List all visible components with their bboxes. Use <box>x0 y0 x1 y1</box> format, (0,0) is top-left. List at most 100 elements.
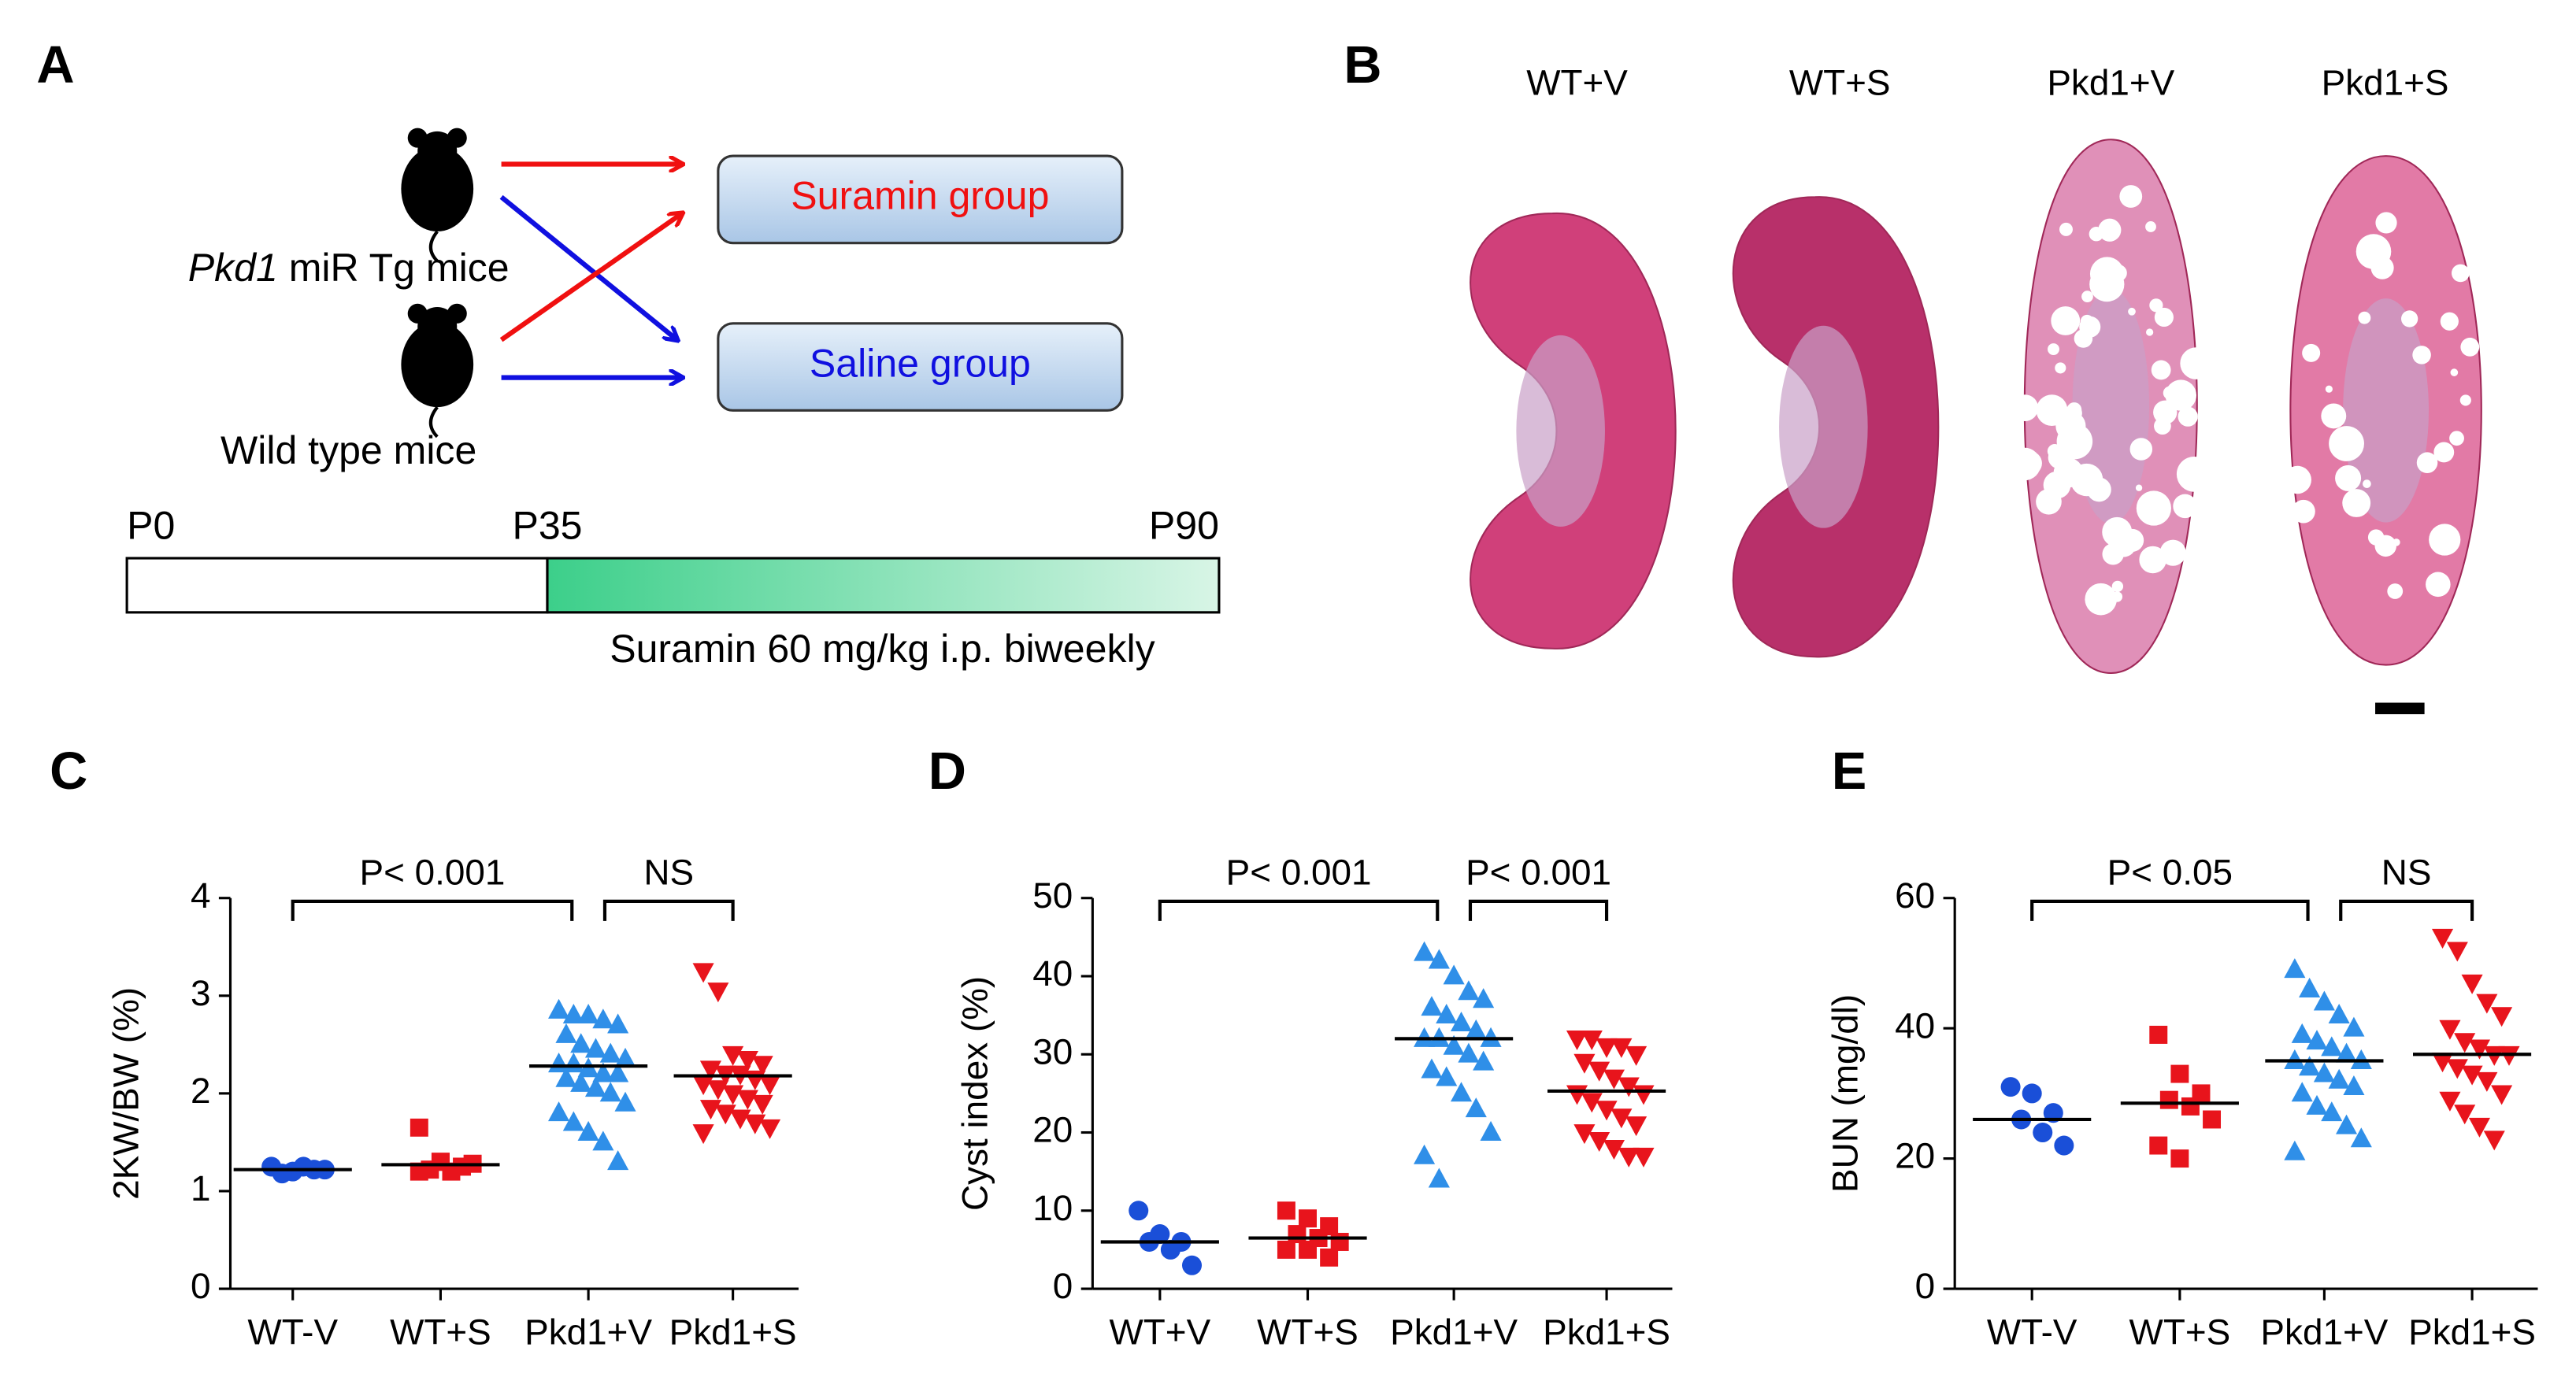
data-point <box>1443 964 1465 985</box>
cyst <box>2085 583 2117 616</box>
cyst <box>2449 431 2464 446</box>
data-point <box>577 1120 599 1141</box>
data-point <box>1473 1050 1495 1071</box>
cyst <box>2302 343 2321 362</box>
data-point <box>2299 1056 2321 1076</box>
data-point <box>584 1077 607 1097</box>
cyst <box>2074 329 2093 348</box>
cyst <box>2433 442 2455 463</box>
data-point <box>2461 1065 2483 1086</box>
data-point <box>562 1004 584 1024</box>
data-point <box>707 982 729 1003</box>
data-point <box>2299 977 2321 997</box>
significance-label: NS <box>2381 852 2432 893</box>
data-point <box>2491 1085 2513 1105</box>
mouse-label: Wild type mice <box>221 428 476 472</box>
y-tick-label: 40 <box>1895 1005 1935 1045</box>
timeline-bar <box>125 557 549 614</box>
data-point <box>2313 1062 2335 1082</box>
data-point <box>2350 1127 2372 1148</box>
significance-label: P< 0.001 <box>360 852 506 893</box>
data-point <box>592 1131 614 1151</box>
data-point <box>1625 1045 1648 1066</box>
data-point <box>1436 1066 1458 1086</box>
cyst <box>2460 337 2480 357</box>
data-point <box>555 1023 577 1043</box>
data-point <box>2483 1131 2505 1151</box>
y-tick-label: 0 <box>191 1265 211 1306</box>
cyst <box>2080 314 2094 328</box>
cyst <box>2321 403 2347 429</box>
timepoint: P90 <box>1149 504 1219 548</box>
data-point <box>1320 1248 1339 1267</box>
data-point <box>692 963 714 983</box>
y-tick-label: 30 <box>1032 1031 1073 1071</box>
y-tick-label: 50 <box>1032 875 1073 916</box>
data-point <box>1421 996 1443 1016</box>
cyst <box>2387 583 2404 599</box>
data-point <box>1618 1077 1640 1097</box>
data-point <box>607 1013 629 1034</box>
column-label: Pkd1+S <box>2322 62 2449 103</box>
data-point <box>592 1008 614 1029</box>
data-point <box>1633 1085 1655 1105</box>
cyst <box>2440 312 2459 331</box>
significance-bracket <box>1158 899 1440 921</box>
cyst <box>2089 257 2125 291</box>
data-point <box>758 1075 781 1096</box>
data-point <box>1473 988 1495 1008</box>
data-point <box>2454 1105 2476 1125</box>
cyst <box>2135 484 2143 491</box>
kidney-images <box>1470 139 2482 675</box>
column-label: Pkd1+V <box>2047 62 2174 103</box>
data-point <box>1330 1233 1349 1251</box>
data-point <box>2431 928 2454 949</box>
data-point <box>1588 1061 1610 1082</box>
data-point <box>1181 1255 1203 1275</box>
data-point <box>2461 974 2483 994</box>
cyst <box>2154 307 2174 327</box>
data-point <box>1465 1097 1487 1118</box>
cyst <box>2149 298 2163 313</box>
cyst <box>2283 465 2311 494</box>
data-point <box>1277 1240 1295 1259</box>
data-point <box>2328 1004 2350 1024</box>
cyst <box>2145 221 2156 232</box>
data-point <box>1160 1239 1181 1260</box>
data-point <box>410 1118 428 1137</box>
cyst <box>2335 464 2362 491</box>
data-point <box>614 1091 636 1112</box>
cyst <box>2451 264 2470 283</box>
y-tick-label: 3 <box>191 972 211 1013</box>
cyst <box>2159 539 2186 566</box>
cyst <box>2111 580 2124 592</box>
data-point <box>548 1101 570 1122</box>
data-point <box>2468 1117 2491 1138</box>
cyst <box>2429 524 2461 556</box>
x-tick-label: Pkd1+S <box>1543 1312 1670 1353</box>
arrow <box>499 194 677 339</box>
mouse-icon <box>401 303 474 439</box>
panel-label: D <box>928 742 966 801</box>
data-point <box>2476 994 2498 1014</box>
data-point <box>607 1062 629 1082</box>
data-point <box>1603 1069 1625 1090</box>
cyst <box>2043 471 2071 499</box>
cyst <box>2375 212 2397 234</box>
cyst <box>2176 456 2212 492</box>
cyst <box>2128 307 2136 316</box>
panel-label: C <box>50 742 87 801</box>
data-point <box>410 1162 428 1181</box>
cyst <box>2119 185 2143 208</box>
data-point <box>570 1033 592 1053</box>
data-point <box>2000 1077 2021 1097</box>
group-box <box>717 154 1124 245</box>
data-point <box>1277 1201 1295 1220</box>
cyst <box>2424 461 2435 472</box>
treatment-label: Suramin 60 mg/kg i.p. biweekly <box>610 627 1155 671</box>
data-point <box>2335 1114 2358 1134</box>
data-point <box>548 998 570 1019</box>
timepoint: P35 <box>512 504 582 548</box>
data-point <box>2335 1042 2358 1063</box>
